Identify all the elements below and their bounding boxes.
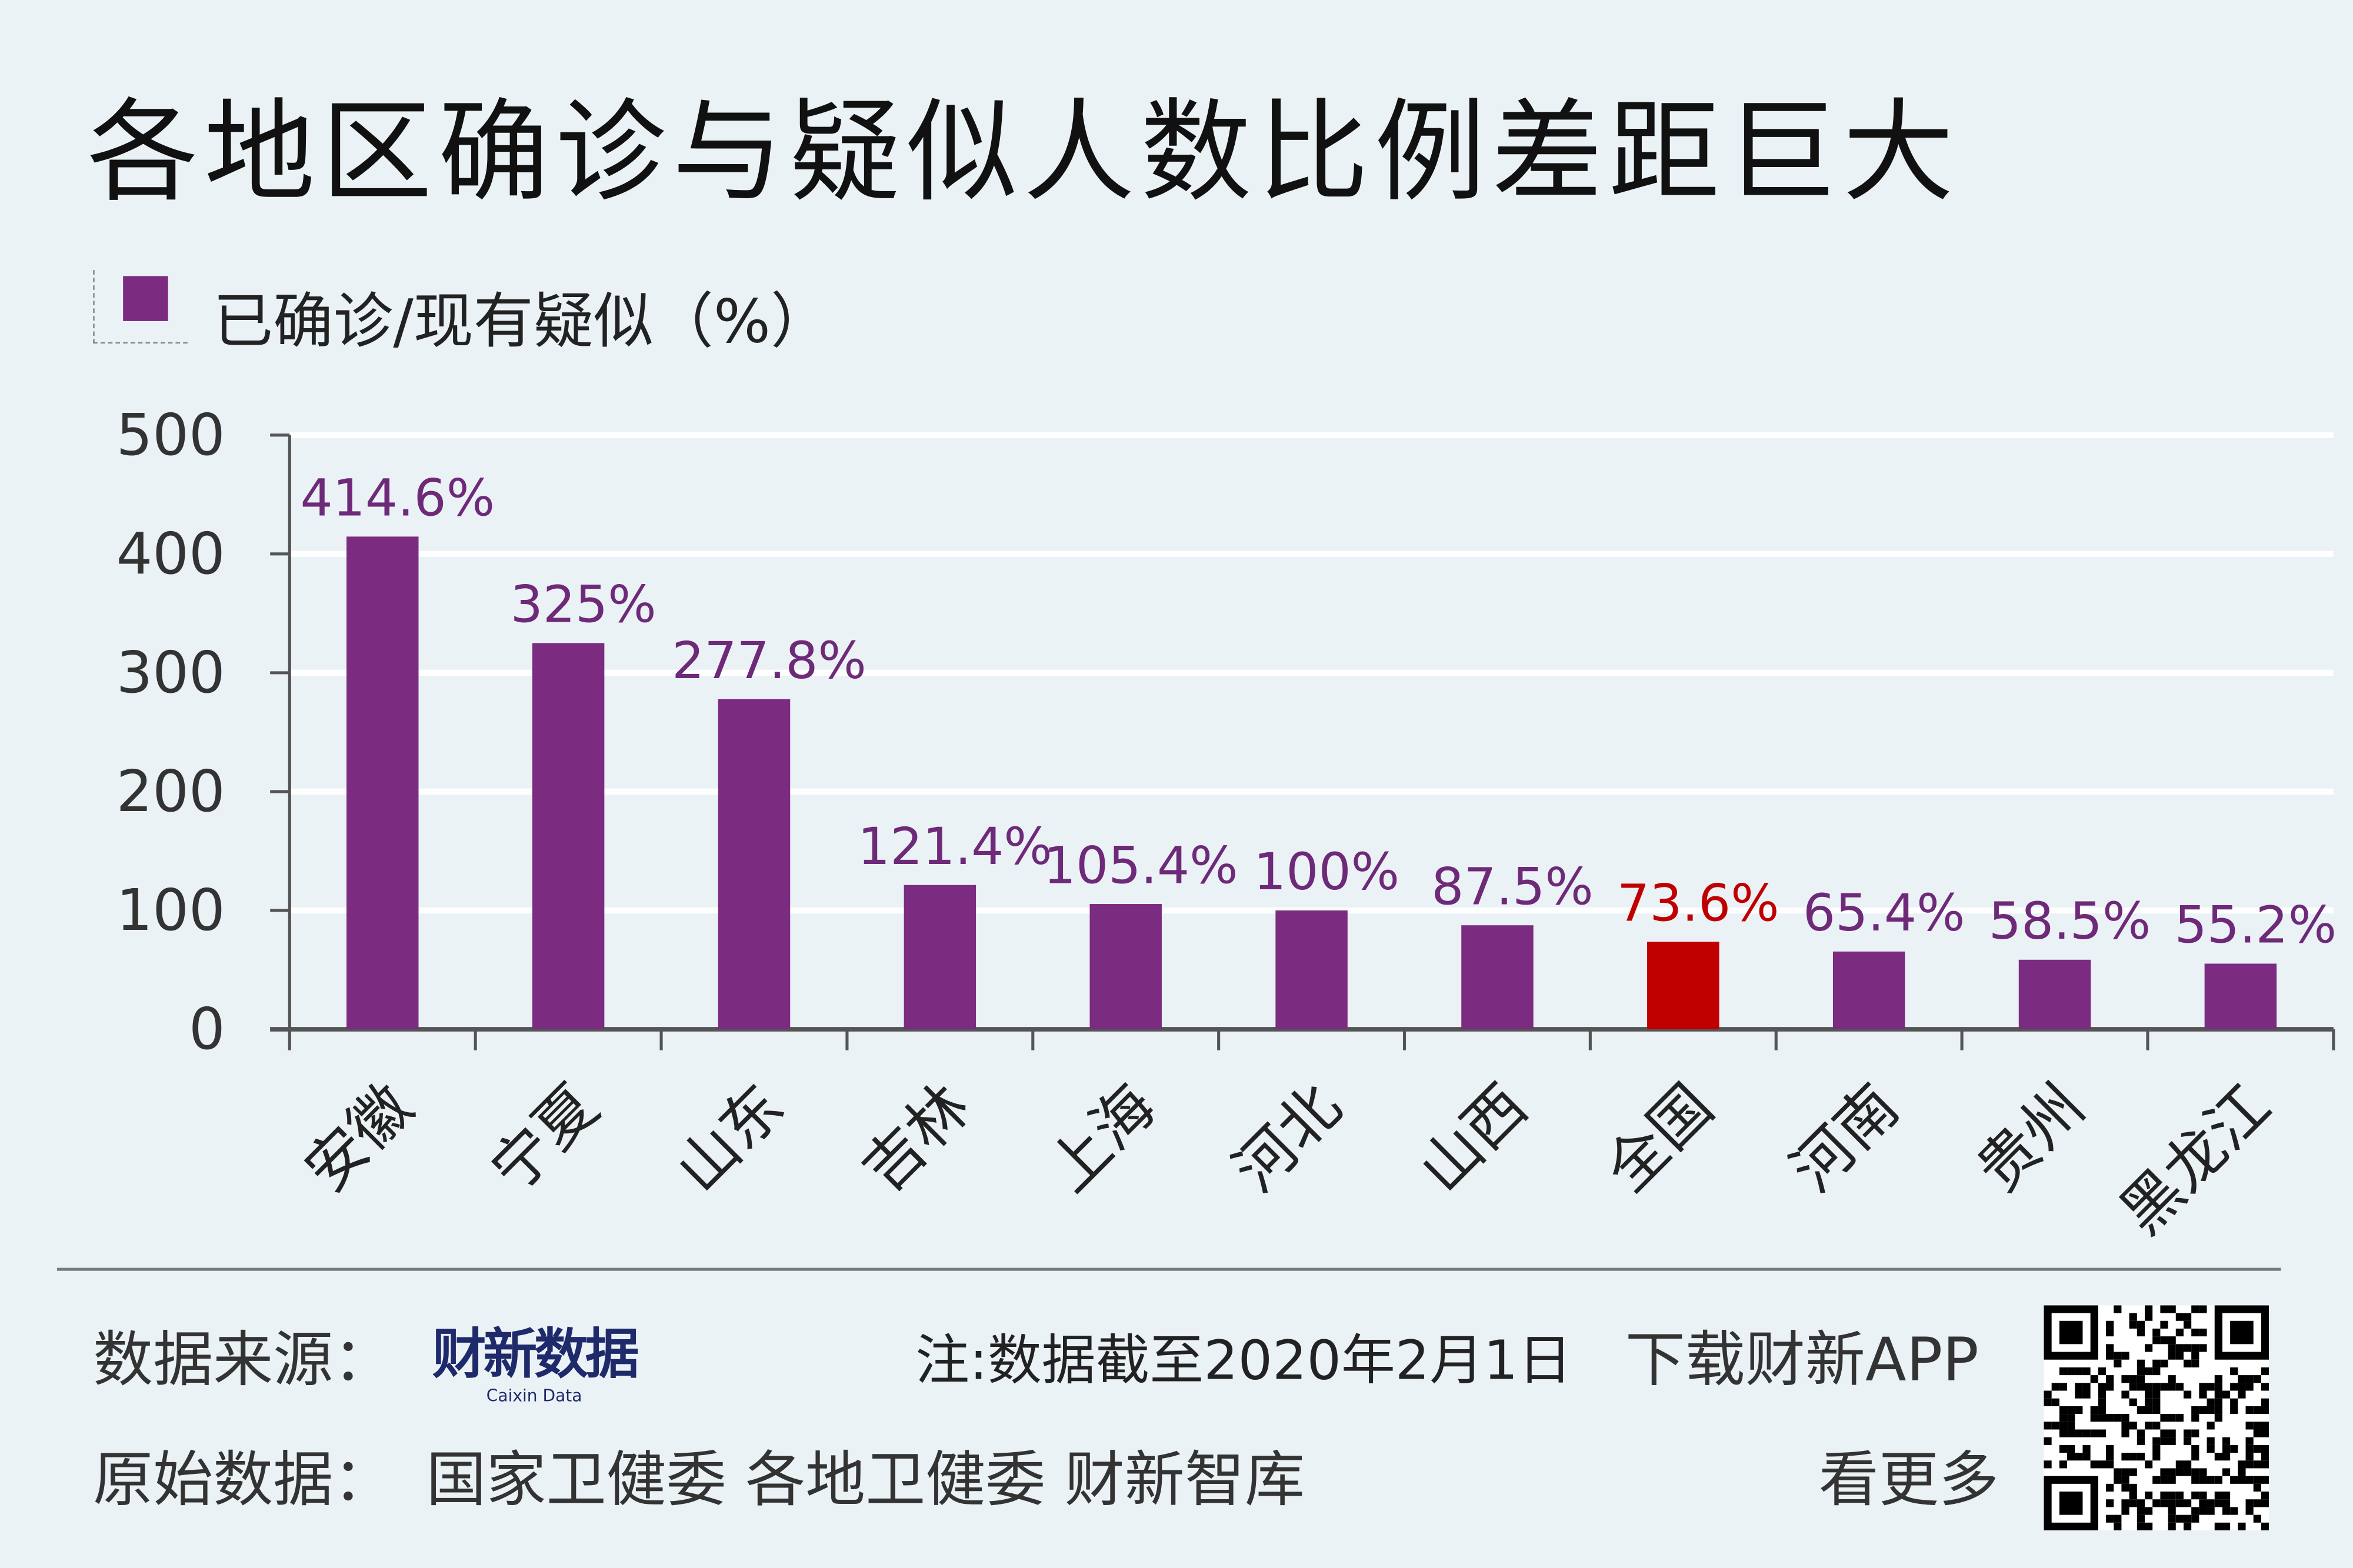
x-tick-label: 河北 — [1221, 1071, 1355, 1205]
bar — [532, 643, 605, 1029]
caixin-data-logo: 财新数据 Caixin Data — [432, 1312, 639, 1406]
bar — [1461, 925, 1534, 1029]
bar — [2204, 963, 2277, 1029]
logo-text-en: Caixin Data — [486, 1386, 582, 1406]
legend-swatch — [123, 276, 168, 321]
y-tick-label: 100 — [116, 877, 225, 943]
x-tick-label: 安徽 — [292, 1071, 426, 1205]
y-tick-label: 300 — [116, 639, 225, 706]
data-label: 325% — [511, 575, 656, 635]
x-tick-label: 贵州 — [1964, 1071, 2098, 1205]
data-label: 87.5% — [1431, 857, 1594, 916]
x-tick-label: 宁夏 — [477, 1071, 611, 1205]
data-note: 注:数据截至2020年2月1日 — [915, 1330, 1572, 1393]
logo-text: 财新数据 — [432, 1325, 639, 1387]
bar — [1275, 910, 1348, 1029]
bar — [1089, 904, 1162, 1029]
legend-frame — [93, 270, 188, 344]
legend-label: 已确诊/现有疑似（%） — [213, 288, 831, 358]
app-promo-line2: 看更多 — [1818, 1446, 1999, 1516]
data-label: 65.4% — [1803, 883, 1965, 943]
source-label: 数据来源： — [93, 1326, 394, 1396]
data-label: 58.5% — [1989, 892, 2151, 951]
bar — [718, 699, 791, 1029]
data-label: 100% — [1254, 842, 1399, 902]
bar-chart: 0 100 200 300 400 500 414.6% 安徽 325% 宁夏 277.8% 山东 12… — [116, 402, 2337, 1248]
data-label: 277.8% — [672, 631, 866, 690]
x-tick-label: 河南 — [1778, 1071, 1912, 1205]
chart-title: 各地区确诊与疑似人数比例差距巨大 — [86, 88, 1960, 218]
y-tick-label: 200 — [116, 758, 225, 825]
x-tick-label: 山西 — [1407, 1071, 1541, 1205]
raw-source-label: 原始数据： — [93, 1446, 394, 1516]
data-label: 121.4% — [858, 817, 1052, 876]
bar — [1832, 951, 1905, 1029]
bar — [346, 536, 419, 1029]
x-tick-label: 吉林 — [849, 1071, 983, 1205]
qr-code[interactable] — [2044, 1305, 2269, 1531]
data-label: 414.6% — [300, 469, 495, 528]
bar — [1647, 942, 1719, 1029]
y-tick-label: 500 — [116, 402, 225, 468]
raw-sources: 国家卫健委 各地卫健委 财新智库 — [426, 1446, 1305, 1516]
x-tick-label: 上海 — [1035, 1071, 1169, 1205]
data-label: 105.4% — [1044, 836, 1238, 895]
y-tick-label: 400 — [116, 521, 225, 587]
data-label: 73.6% — [1617, 874, 1779, 933]
x-tick-label: 黑龙江 — [2107, 1071, 2284, 1248]
x-tick-label: 山东 — [663, 1071, 797, 1205]
bar — [2018, 959, 2091, 1029]
app-promo-line1: 下载财新APP — [1625, 1326, 1979, 1396]
y-tick-label: 0 — [189, 996, 225, 1062]
x-tick-label: 全国 — [1592, 1071, 1727, 1205]
footer-divider — [56, 1267, 2281, 1271]
bar — [904, 885, 976, 1029]
data-label: 55.2% — [2175, 896, 2337, 955]
